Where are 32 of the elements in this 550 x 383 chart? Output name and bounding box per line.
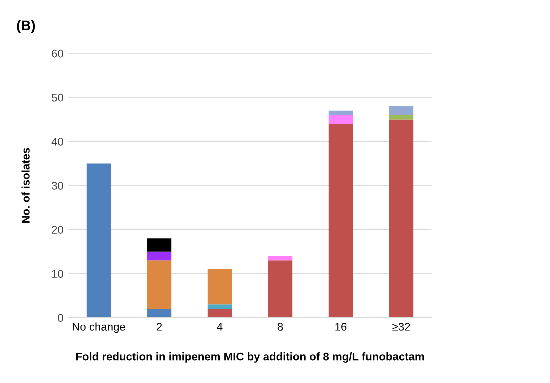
bar — [268, 256, 293, 261]
x-axis-title: Fold reduction in imipenem MIC by addition of 8 mg/L funobactam — [76, 352, 424, 363]
x-tick-label: ≥32 — [392, 323, 410, 331]
y-tick-label: 20 — [52, 226, 64, 234]
bar — [208, 309, 232, 318]
x-tick-label: No change — [73, 322, 126, 334]
x-tick-label: 8 — [278, 323, 284, 331]
bar — [208, 269, 232, 305]
bar — [147, 260, 172, 310]
x-tick-label: 4 — [217, 323, 223, 331]
y-tick-label: 0 — [58, 314, 64, 322]
bar — [389, 120, 414, 318]
chart-title: (B) — [17, 20, 36, 34]
bar — [389, 106, 414, 116]
y-tick-label: 40 — [52, 138, 64, 146]
x-tick-label: 16 — [336, 323, 347, 331]
y-tick-label: 30 — [52, 182, 64, 190]
bar — [147, 252, 172, 261]
bar — [208, 304, 232, 310]
x-tick-label: 2 — [156, 323, 162, 331]
bar — [147, 309, 172, 318]
y-tick-label: 60 — [52, 50, 64, 58]
bar — [389, 115, 414, 120]
y-axis-title: No. of isolates — [22, 148, 30, 223]
y-tick-label: 10 — [52, 270, 64, 278]
bar — [86, 164, 112, 318]
bar — [328, 110, 354, 116]
bar — [147, 238, 172, 252]
bar — [328, 115, 354, 124]
bar — [328, 124, 354, 318]
y-tick-label: 50 — [52, 94, 64, 102]
bar — [268, 260, 293, 318]
